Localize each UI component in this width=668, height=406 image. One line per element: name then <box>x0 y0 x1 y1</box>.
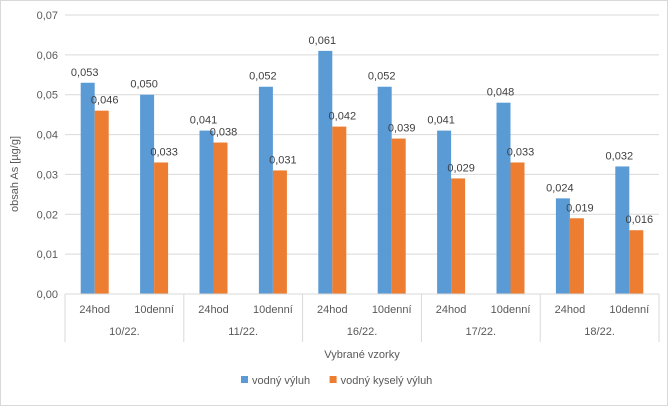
legend-swatch <box>329 376 337 383</box>
data-label: 0,016 <box>626 214 654 226</box>
y-tick-label: 0,02 <box>37 209 58 221</box>
data-label: 0,042 <box>329 111 357 123</box>
x-group-label: 17/22. <box>466 326 497 338</box>
legend-label: vodný výluh <box>252 375 310 387</box>
y-tick-label: 0,07 <box>37 10 58 22</box>
data-label: 0,033 <box>150 146 178 158</box>
x-category-label: 24hod <box>79 304 110 316</box>
bar <box>332 126 347 294</box>
y-tick-label: 0,04 <box>37 130 58 142</box>
bar <box>377 86 392 294</box>
data-label: 0,038 <box>210 127 238 139</box>
bar <box>451 178 466 294</box>
y-tick-label: 0,00 <box>37 289 58 301</box>
legend-label: vodný kyselý výluh <box>341 375 433 387</box>
x-category-label: 24hod <box>317 304 348 316</box>
bar <box>569 218 584 294</box>
y-axis-title: obsah As [µg/g] <box>9 136 21 212</box>
x-category-label: 10denní <box>609 304 649 316</box>
bar <box>391 138 406 294</box>
bar <box>154 162 169 294</box>
bar <box>94 110 109 295</box>
data-label: 0,041 <box>427 115 455 127</box>
bar <box>615 166 630 294</box>
x-category-label: 10denní <box>372 304 412 316</box>
x-axis-title: Vybrané vzorky <box>324 349 400 361</box>
data-label: 0,050 <box>130 79 158 91</box>
bar <box>318 50 333 294</box>
data-label: 0,031 <box>269 154 297 166</box>
data-label: 0,033 <box>507 146 535 158</box>
bar <box>555 198 570 294</box>
bar <box>510 162 525 294</box>
bar <box>496 102 511 294</box>
x-category-label: 10denní <box>134 304 174 316</box>
data-label: 0,052 <box>368 71 396 83</box>
x-group-label: 18/22. <box>584 326 615 338</box>
x-group-label: 10/22. <box>109 326 140 338</box>
data-label: 0,048 <box>487 87 515 99</box>
y-tick-label: 0,05 <box>37 90 58 102</box>
data-label: 0,032 <box>606 150 634 162</box>
data-labels-group: 0,0530,0460,0500,0330,0410,0380,0520,031… <box>71 35 653 226</box>
bar <box>272 170 287 294</box>
bar <box>629 230 644 294</box>
data-label: 0,053 <box>71 67 99 79</box>
x-category-label: 10denní <box>491 304 531 316</box>
y-tick-label: 0,01 <box>37 249 58 261</box>
x-category-label: 10denní <box>253 304 293 316</box>
data-label: 0,046 <box>91 95 119 107</box>
x-group-label: 11/22. <box>228 326 258 338</box>
y-axis-ticks: 0,00 0,01 0,02 0,03 0,04 0,05 0,06 0,07 <box>37 10 58 301</box>
x-group-label: 16/22. <box>347 326 378 338</box>
data-label: 0,061 <box>309 35 337 47</box>
x-category-label: 24hod <box>555 304 586 316</box>
data-label: 0,029 <box>447 162 475 174</box>
x-category-label: 24hod <box>436 304 467 316</box>
x-axis: 24hod 10denní 10/22. 24hod 10denní 11/22. 24ho… <box>64 293 660 342</box>
bar <box>437 130 452 294</box>
legend-swatch <box>241 376 248 383</box>
bar <box>213 142 228 294</box>
y-tick-label: 0,03 <box>37 169 58 181</box>
data-label: 0,039 <box>388 123 416 135</box>
bar <box>140 94 155 294</box>
data-label: 0,041 <box>190 115 218 127</box>
bar <box>258 86 273 294</box>
y-tick-label: 0,06 <box>37 50 58 62</box>
data-label: 0,024 <box>546 182 574 194</box>
data-label: 0,052 <box>249 71 277 83</box>
bar <box>80 82 95 294</box>
bars-group <box>80 50 644 295</box>
data-label: 0,019 <box>566 202 594 214</box>
legend: vodný výluh vodný kyselý výluh <box>241 375 432 387</box>
bar <box>199 130 214 294</box>
x-category-label: 24hod <box>198 304 229 316</box>
